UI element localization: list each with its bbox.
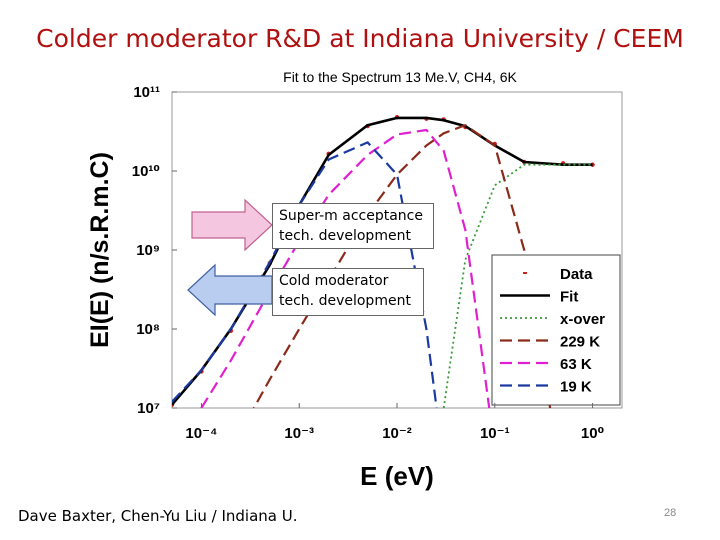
y-tick-label: 10¹⁰ [132,163,160,180]
annotation-line: tech. development [279,293,411,309]
legend-label: 19 K [560,379,592,396]
legend-label: Fit [560,289,578,306]
annotation: Super-m acceptance tech. development [272,203,434,249]
annotation-line: Super-m acceptance [279,208,423,224]
y-tick-label: 10¹¹ [133,84,160,101]
series-line [172,141,438,408]
x-tick-label: 10⁻³ [284,425,314,442]
legend-entries: Data Fit x-over 229 K 63 K 19 K [500,266,605,396]
legend-label: 229 K [560,334,600,351]
legend-label: 63 K [560,356,592,373]
arrow-left [187,263,273,317]
x-axis-label: E (eV) [360,461,434,491]
y-tick-label: 10⁹ [136,242,160,259]
annotation-line: tech. development [279,228,411,244]
annotation-line: Cold moderator [279,273,389,289]
y-tick-label: 10⁷ [137,400,160,417]
arrow-right [191,198,273,252]
legend-label: x-over [560,311,605,328]
footer: Dave Baxter, Chen-Yu Liu / Indiana U. [18,507,298,525]
page-number: 28 [664,507,677,519]
slide-title: Colder moderator R&D at Indiana Universi… [36,24,684,53]
x-tick-label: 10⁻⁴ [185,425,217,442]
plot-area [172,114,595,408]
series-line [200,128,491,408]
x-tick-label: 10⁻¹ [480,425,510,442]
chart-title: Fit to the Spectrum 13 Me.V, CH4, 6K [283,69,517,85]
y-axis-label: EI(E) (n/s.R.m.C) [86,152,114,348]
annotation: Cold moderator tech. development [272,268,424,316]
legend [491,254,621,406]
x-tick-label: 10⁻² [382,425,412,442]
series-line [252,124,552,408]
x-tick-label: 10⁰ [581,425,604,442]
y-tick-label: 10⁸ [136,321,160,338]
legend-label: Data [560,266,593,283]
